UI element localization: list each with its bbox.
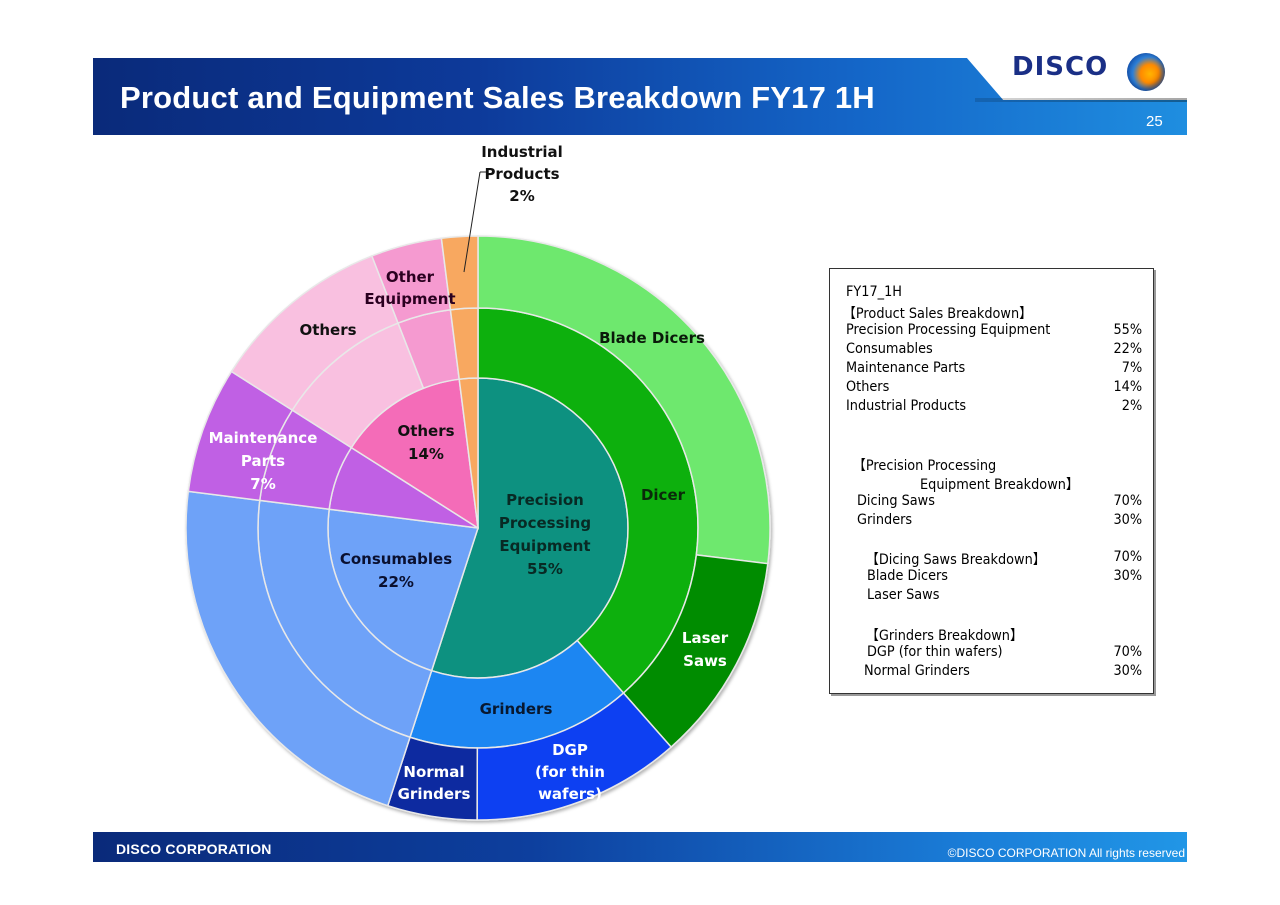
- legend-row-label: Industrial Products: [846, 398, 967, 414]
- legend-row-label: DGP (for thin wafers): [867, 644, 1003, 660]
- legend-row-label: Grinders: [857, 512, 913, 528]
- legend-row-value: 70%: [1113, 644, 1142, 660]
- industrial-outer-ring: [440, 235, 479, 311]
- label-industrial-pct: 2%: [509, 187, 534, 205]
- label-ppe-3: Equipment: [499, 537, 590, 555]
- legend-ppe-header: 【Precision Processing: [853, 458, 997, 474]
- legend-row-label: Blade Dicers: [867, 568, 949, 584]
- footer-company: DISCO CORPORATION: [116, 841, 272, 857]
- label-grinders: Grinders: [480, 700, 553, 718]
- legend-row-label: Normal Grinders: [864, 663, 970, 679]
- label-other-equipment: Other: [386, 268, 435, 286]
- label-ppe-2: Processing: [499, 514, 591, 532]
- legend-row-value: 55%: [1113, 322, 1142, 338]
- legend-row-value: 30%: [1113, 512, 1142, 528]
- label-laser-saws: Laser: [682, 629, 729, 647]
- legend-row-value: 22%: [1113, 341, 1142, 357]
- label-consumables: Consumables: [340, 550, 452, 568]
- label-ppe: Precision: [506, 491, 584, 509]
- legend-product-header: 【Product Sales Breakdown】: [843, 306, 1033, 322]
- disco-globe-icon: [1127, 53, 1165, 91]
- label-consumables-pct: 22%: [378, 573, 414, 591]
- legend-row-value: 7%: [1121, 360, 1142, 376]
- legend-row-label: Maintenance Parts: [846, 360, 966, 376]
- legend-ppe-header-2: Equipment Breakdown】: [920, 477, 1079, 493]
- legend-row-value: 30%: [1113, 568, 1142, 584]
- label-others-pct: 14%: [408, 445, 444, 463]
- label-normal-grinders: Normal: [403, 763, 464, 781]
- legend-row-value: 14%: [1113, 379, 1142, 395]
- legend-row-label: Precision Processing Equipment: [846, 322, 1051, 338]
- industrial-leader-line: [463, 171, 481, 273]
- label-maintenance-pct: 7%: [250, 475, 275, 493]
- legend-row-label: Dicing Saws: [857, 493, 935, 509]
- legend-grinders-header: 【Grinders Breakdown】: [866, 628, 1023, 644]
- footer-copyright: ©DISCO CORPORATION All rights reserved: [947, 846, 1185, 860]
- label-maintenance-2: Parts: [241, 452, 285, 470]
- breakdown-legend-box: [829, 268, 1154, 694]
- label-industrial-2: Products: [484, 165, 559, 183]
- legend-row-value: 30%: [1113, 663, 1142, 679]
- label-others-inner: Others: [397, 422, 454, 440]
- legend-row-label: Others: [846, 379, 890, 395]
- page-number: 25: [1146, 113, 1163, 130]
- legend-title: FY17_1H: [846, 284, 902, 300]
- label-others-outer: Others: [299, 321, 356, 339]
- label-blade-dicers: Blade Dicers: [599, 329, 705, 347]
- legend-row-value: 70%: [1113, 493, 1142, 509]
- label-maintenance: Maintenance: [209, 429, 318, 447]
- label-ppe-pct: 55%: [527, 560, 563, 578]
- label-dgp-3: wafers): [538, 785, 602, 803]
- footer-bar: [93, 832, 1187, 862]
- disco-logo-text: DISCO: [1012, 52, 1109, 82]
- label-industrial: Industrial: [481, 143, 563, 161]
- label-dgp-2: (for thin: [535, 763, 605, 781]
- label-other-equipment-2: Equipment: [364, 290, 455, 308]
- legend-dicing-header: 【Dicing Saws Breakdown】: [866, 552, 1046, 568]
- page-title: Product and Equipment Sales Breakdown FY…: [120, 80, 875, 115]
- label-normal-grinders-2: Grinders: [398, 785, 471, 803]
- label-laser-saws-2: Saws: [683, 652, 727, 670]
- legend-row-label: Consumables: [846, 341, 933, 357]
- legend-row-value: 2%: [1121, 398, 1142, 414]
- legend-row-label: Laser Saws: [867, 587, 940, 603]
- label-dicer: Dicer: [641, 486, 686, 504]
- label-dgp: DGP: [552, 741, 588, 759]
- header-shadow: [975, 98, 1187, 102]
- legend-dicing-header-value: 70%: [1113, 549, 1142, 565]
